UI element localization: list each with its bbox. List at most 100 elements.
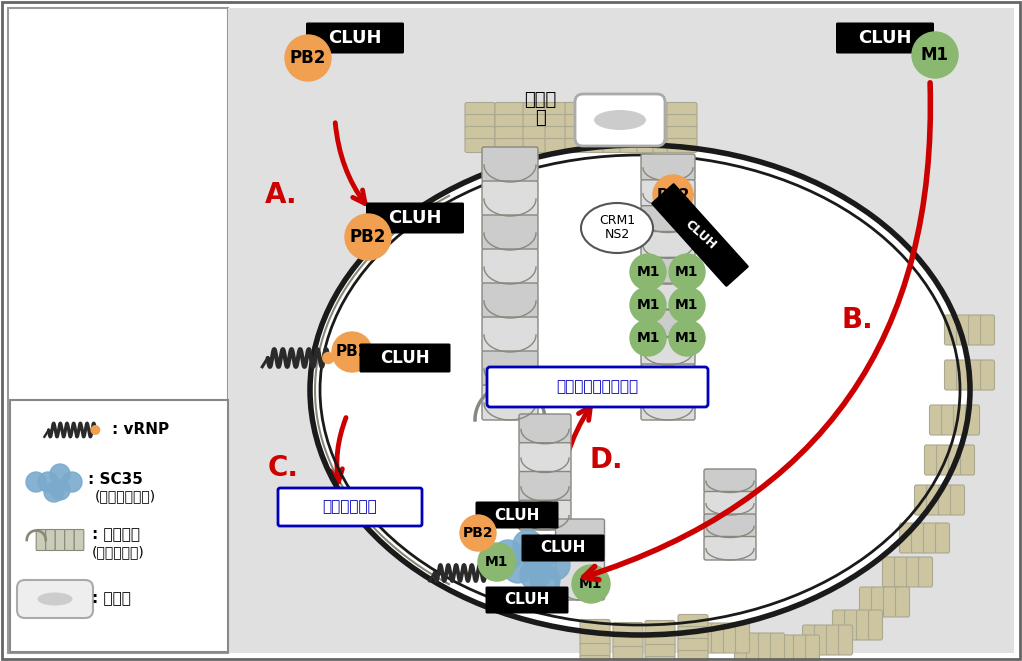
FancyBboxPatch shape (620, 126, 650, 141)
Text: PB2: PB2 (335, 344, 369, 360)
Text: PB2: PB2 (463, 526, 494, 540)
FancyBboxPatch shape (925, 445, 938, 475)
FancyBboxPatch shape (565, 114, 595, 128)
FancyBboxPatch shape (653, 126, 683, 141)
Text: M1: M1 (676, 265, 699, 279)
Circle shape (50, 464, 69, 484)
Circle shape (540, 550, 570, 580)
Text: CLUH: CLUH (504, 592, 550, 607)
Circle shape (520, 560, 550, 590)
FancyBboxPatch shape (771, 633, 785, 661)
Circle shape (630, 320, 666, 356)
FancyBboxPatch shape (929, 405, 943, 435)
FancyBboxPatch shape (704, 469, 756, 492)
FancyBboxPatch shape (980, 360, 994, 390)
FancyBboxPatch shape (645, 656, 675, 661)
FancyBboxPatch shape (969, 315, 982, 345)
Circle shape (533, 535, 563, 565)
FancyBboxPatch shape (667, 114, 697, 128)
FancyBboxPatch shape (678, 650, 708, 661)
Circle shape (513, 530, 543, 560)
FancyBboxPatch shape (957, 360, 971, 390)
FancyBboxPatch shape (613, 623, 643, 637)
FancyBboxPatch shape (793, 635, 807, 661)
FancyBboxPatch shape (950, 485, 965, 515)
FancyBboxPatch shape (641, 154, 695, 181)
FancyBboxPatch shape (844, 610, 858, 640)
Circle shape (323, 352, 334, 364)
Text: CLUH: CLUH (328, 29, 382, 47)
FancyBboxPatch shape (495, 126, 525, 141)
Circle shape (44, 482, 64, 502)
FancyBboxPatch shape (637, 139, 667, 153)
Text: : ヒストン: : ヒストン (92, 527, 140, 543)
Circle shape (630, 287, 666, 323)
FancyBboxPatch shape (482, 215, 538, 250)
Text: PB2: PB2 (656, 188, 690, 202)
FancyBboxPatch shape (556, 519, 604, 560)
FancyBboxPatch shape (523, 114, 553, 128)
Ellipse shape (38, 592, 73, 605)
FancyBboxPatch shape (613, 635, 643, 648)
FancyBboxPatch shape (637, 102, 667, 116)
Bar (228, 8, 1014, 653)
FancyBboxPatch shape (495, 102, 525, 116)
Text: 核: 核 (535, 109, 546, 127)
FancyArrowPatch shape (584, 83, 930, 580)
FancyBboxPatch shape (869, 610, 883, 640)
FancyBboxPatch shape (585, 126, 615, 141)
FancyBboxPatch shape (954, 405, 968, 435)
FancyBboxPatch shape (620, 114, 650, 128)
FancyBboxPatch shape (782, 635, 795, 661)
FancyBboxPatch shape (653, 114, 683, 128)
FancyBboxPatch shape (711, 623, 726, 653)
FancyBboxPatch shape (872, 587, 885, 617)
FancyBboxPatch shape (704, 537, 756, 560)
FancyBboxPatch shape (360, 344, 451, 373)
FancyBboxPatch shape (919, 557, 932, 587)
FancyBboxPatch shape (575, 94, 665, 146)
Text: : SC35: : SC35 (88, 473, 143, 488)
FancyBboxPatch shape (758, 633, 773, 661)
FancyBboxPatch shape (961, 445, 975, 475)
FancyBboxPatch shape (833, 610, 846, 640)
Circle shape (478, 543, 516, 581)
FancyBboxPatch shape (935, 523, 949, 553)
FancyBboxPatch shape (545, 139, 575, 153)
FancyBboxPatch shape (585, 139, 615, 153)
FancyBboxPatch shape (306, 22, 404, 54)
Text: CLUH: CLUH (682, 217, 718, 253)
FancyBboxPatch shape (519, 471, 571, 501)
FancyBboxPatch shape (17, 580, 93, 618)
Circle shape (653, 175, 693, 215)
Text: 細胞質: 細胞質 (524, 91, 556, 109)
Text: : 核膜孔: : 核膜孔 (92, 592, 131, 607)
Text: (クロマチン): (クロマチン) (92, 545, 145, 559)
FancyBboxPatch shape (704, 514, 756, 537)
Text: 核スペックル: 核スペックル (323, 500, 377, 514)
Text: M1: M1 (676, 331, 699, 345)
FancyBboxPatch shape (545, 102, 575, 116)
Circle shape (523, 543, 553, 573)
FancyBboxPatch shape (523, 139, 553, 153)
FancyBboxPatch shape (603, 102, 633, 116)
Text: CLUH: CLUH (858, 29, 912, 47)
FancyBboxPatch shape (465, 114, 495, 128)
FancyBboxPatch shape (46, 529, 55, 551)
FancyBboxPatch shape (641, 391, 695, 420)
FancyBboxPatch shape (966, 405, 979, 435)
FancyBboxPatch shape (724, 623, 738, 653)
Text: CLUH: CLUH (380, 349, 430, 367)
FancyBboxPatch shape (894, 557, 909, 587)
FancyBboxPatch shape (565, 126, 595, 141)
FancyBboxPatch shape (924, 523, 937, 553)
FancyBboxPatch shape (948, 445, 963, 475)
Circle shape (460, 515, 496, 551)
FancyBboxPatch shape (485, 586, 568, 613)
FancyBboxPatch shape (603, 139, 633, 153)
Text: C.: C. (268, 454, 299, 482)
FancyBboxPatch shape (815, 625, 829, 655)
Circle shape (91, 426, 99, 434)
FancyBboxPatch shape (856, 610, 871, 640)
FancyBboxPatch shape (667, 102, 697, 116)
